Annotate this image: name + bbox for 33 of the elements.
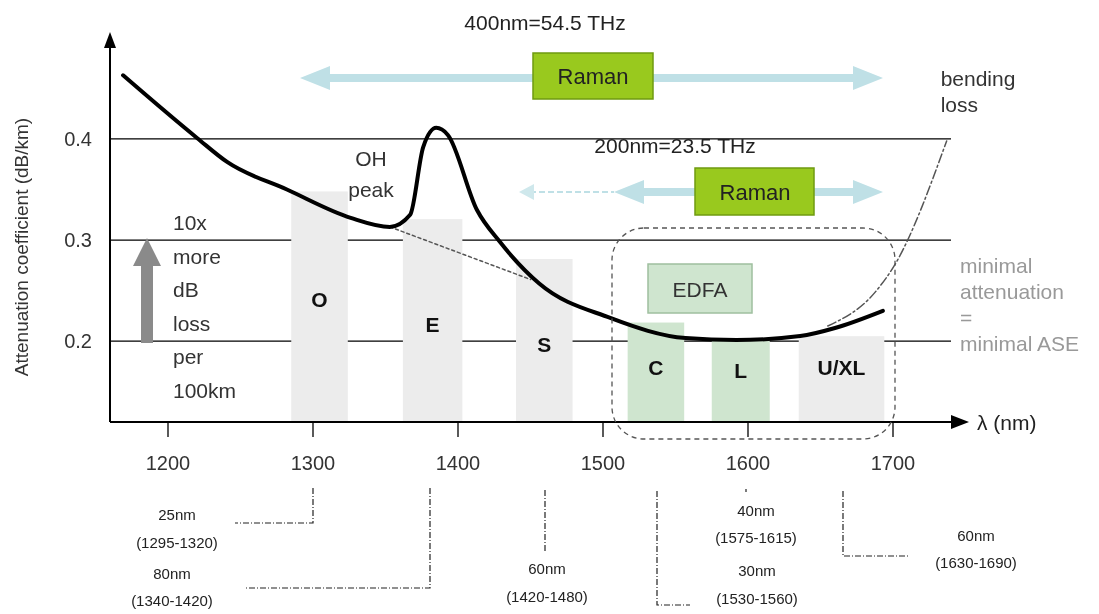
x-axis-title: λ (nm) [977, 411, 1037, 434]
x-tick-label: 1500 [580, 452, 626, 474]
annotation: 10x more dB loss per 100km [173, 211, 237, 402]
annotation: OH peak [348, 147, 395, 201]
band-label: L [734, 359, 748, 382]
text: 40nm (1575-1615) [715, 502, 797, 546]
text: 25nm (1295-1320) [136, 506, 218, 551]
y-axis-title: Attenuation coefficient (dB/km) [11, 117, 32, 377]
annotation: Raman [557, 64, 629, 89]
y-tick-label: 0.2 [64, 330, 92, 353]
x-tick-label: 1600 [725, 452, 771, 474]
band-label: U/XL [817, 356, 866, 379]
y-tick-label: 0.4 [64, 127, 92, 150]
annotation: 200nm=23.5 THz [594, 134, 756, 157]
x-tick-label: 1400 [435, 452, 481, 474]
x-tick-label: 1300 [290, 452, 336, 474]
line-series [827, 140, 948, 327]
text: 30nm (1530-1560) [716, 562, 798, 607]
annotation: Raman [719, 180, 791, 205]
text: 60nm (1630-1690) [935, 527, 1017, 571]
y-tick-label: 0.3 [64, 229, 92, 252]
text: minimal attenuation = minimal ASE [960, 254, 1080, 355]
band-label: E [425, 313, 440, 336]
series-label: bending loss [940, 66, 1016, 116]
band-label: C [648, 356, 664, 379]
annotation: EDFA [672, 278, 728, 301]
text: 400nm=54.5 THz [464, 11, 626, 34]
band-label: O [311, 288, 328, 311]
text: 60nm (1420-1480) [506, 560, 588, 605]
band-label: S [537, 333, 552, 356]
x-tick-label: 1700 [870, 452, 916, 474]
text: 80nm (1340-1420) [131, 565, 213, 609]
x-tick-label: 1200 [145, 452, 191, 474]
